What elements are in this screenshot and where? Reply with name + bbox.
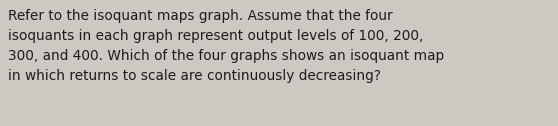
Text: Refer to the isoquant maps graph. Assume that the four
isoquants in each graph r: Refer to the isoquant maps graph. Assume… — [8, 9, 445, 83]
